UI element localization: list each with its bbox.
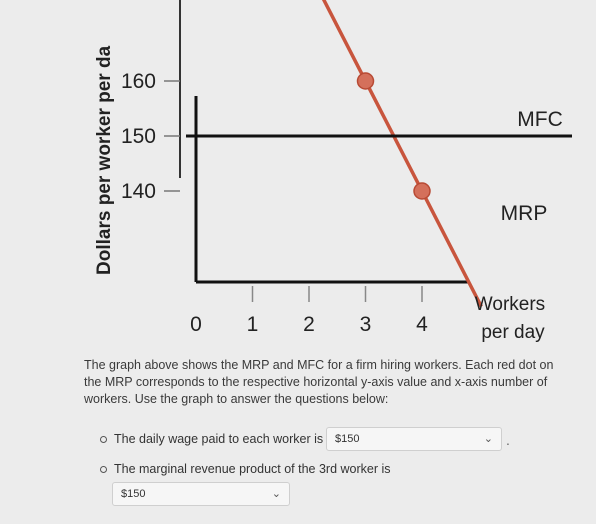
question-1: The daily wage paid to each worker is — [100, 432, 323, 446]
y-axis: $200180160150140 — [121, 0, 181, 203]
wage-select[interactable]: $150 ⌄ — [326, 427, 502, 451]
y-tick-label: 140 — [121, 180, 156, 203]
chevron-down-icon: ⌄ — [483, 433, 493, 445]
y-tick-label: 150 — [121, 125, 156, 148]
x-tick-label: 1 — [247, 313, 259, 336]
wage-select-value: $150 — [335, 433, 360, 445]
question-2: The marginal revenue product of the 3rd … — [100, 462, 391, 476]
x-tick-label: 3 — [360, 313, 372, 336]
bullet-icon — [100, 466, 107, 474]
x-tick-label: 4 — [416, 313, 428, 336]
mrp-point — [356, 72, 375, 90]
series-layer: MRP MFC — [186, 0, 572, 308]
y-axis-label: Dollars per worker per da — [94, 45, 115, 275]
mrp-label: MRP — [501, 202, 548, 225]
mrp-select[interactable]: $150 ⌄ — [112, 482, 290, 506]
mrp-line — [321, 0, 483, 308]
y-tick-label: 160 — [121, 70, 156, 93]
bullet-icon — [100, 436, 107, 444]
mrp-point — [413, 182, 431, 200]
mrp-select-value: $150 — [121, 488, 146, 500]
mfc-label: MFC — [517, 108, 563, 131]
trailing-period: . — [506, 432, 510, 448]
question-1-text: The daily wage paid to each worker is — [114, 432, 324, 446]
x-axis: 0 1 2 3 4 — [190, 96, 470, 336]
mrp-mfc-chart: Dollars per worker per da $2001801601501… — [94, 0, 572, 343]
x-axis-label-line2: per day — [481, 322, 545, 343]
x-axis-label-line1: Workers — [475, 294, 545, 315]
chevron-down-icon: ⌄ — [271, 488, 281, 500]
x-tick-label: 0 — [190, 313, 202, 336]
question-2-text: The marginal revenue product of the 3rd … — [114, 462, 391, 476]
instructions-text: The graph above shows the MRP and MFC fo… — [84, 358, 554, 406]
x-tick-label: 2 — [303, 313, 315, 336]
